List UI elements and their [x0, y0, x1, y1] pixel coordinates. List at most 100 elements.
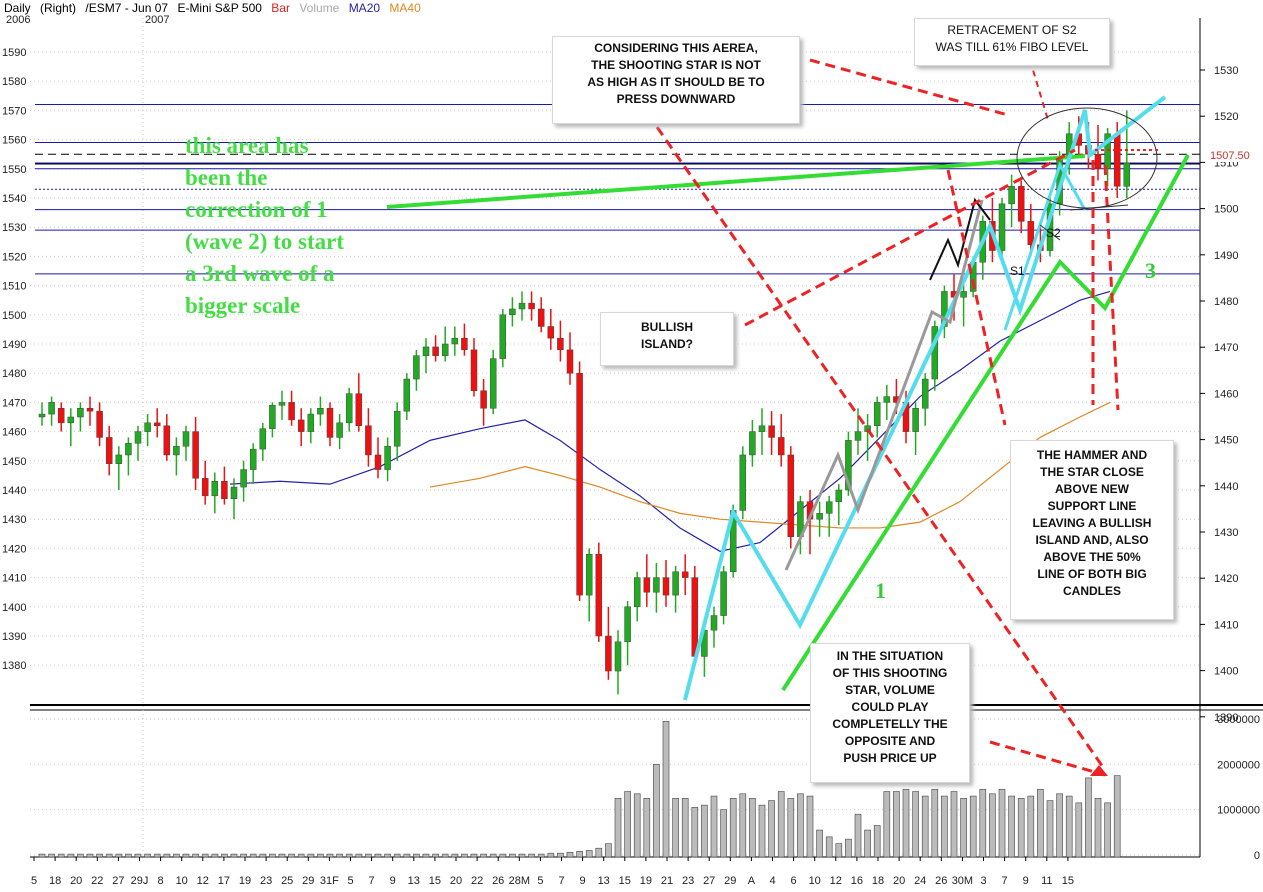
candle [48, 396, 55, 426]
candle [374, 437, 382, 479]
note-line: ABOVE THE 50% [1043, 550, 1141, 564]
candle-body [451, 337, 459, 345]
candle-body [403, 378, 411, 412]
s2-label: S2 [1046, 226, 1061, 240]
volume-bar [96, 853, 103, 858]
note-line: THE HAMMER AND [1036, 448, 1148, 462]
legend-bar: Bar [271, 1, 290, 15]
volume-bar [240, 853, 247, 858]
candle [537, 297, 545, 333]
candle-body [941, 291, 948, 327]
candle-body [211, 480, 219, 497]
ma40-line [429, 401, 1111, 529]
candle [653, 563, 660, 613]
candle-body [1027, 221, 1035, 245]
volume-bar [211, 853, 219, 858]
volume-note: IN THE SITUATION OF THIS SHOOTING STAR, … [810, 643, 970, 783]
volume-bar [883, 791, 891, 858]
right-tick-label: 1520 [1214, 111, 1238, 123]
candle [403, 373, 411, 420]
volume-bar [816, 829, 823, 858]
x-tick-label: 11 [1041, 875, 1052, 887]
volume-bar [470, 853, 478, 858]
candle [633, 571, 641, 622]
volume-bar [192, 853, 199, 858]
note-line: STAR, VOLUME [845, 683, 935, 697]
candle [1008, 174, 1015, 228]
volume-bar [1113, 775, 1121, 858]
volume-tick-label: 0 [1254, 850, 1260, 862]
horizontal-levels [35, 104, 1200, 275]
candle-body [374, 454, 382, 470]
candle-body [681, 571, 689, 578]
volume-bar [278, 853, 286, 858]
volume-bar [57, 853, 65, 858]
note-line: THE SHOOTING STAR IS NOT [591, 58, 761, 72]
volume-bar [86, 853, 94, 858]
volume-tick-label: 1000000 [1217, 805, 1260, 817]
left-tick-label: 1490 [2, 339, 26, 351]
candle-body [422, 346, 430, 356]
retracement-note: RETRACEMENT OF S2 WAS TILL 61% FIBO LEVE… [914, 18, 1110, 66]
volume-bar [307, 853, 315, 858]
candle-body [489, 358, 497, 409]
candle-body [624, 606, 631, 643]
x-tick-label: 5 [31, 875, 37, 887]
x-tick-label: 18 [872, 875, 884, 887]
candle [77, 402, 84, 432]
left-tick-label: 1570 [2, 105, 26, 117]
x-tick-label: 26 [935, 875, 947, 887]
candle [489, 349, 497, 415]
candle [422, 338, 430, 374]
volume-bar [249, 853, 257, 858]
note-line: LINE OF BOTH BIG [1037, 567, 1147, 581]
left-tick-label: 1540 [2, 193, 26, 205]
volume-bar [854, 813, 862, 858]
candle-body [192, 431, 199, 479]
x-tick-label: 31F [320, 875, 339, 887]
volume-bar [720, 809, 727, 858]
candle [240, 460, 247, 502]
x-tick-label: 30M [952, 875, 973, 887]
candle [384, 437, 391, 482]
note-line: ISLAND AND, ALSO [1035, 533, 1149, 547]
x-tick-label: 26 [492, 875, 504, 887]
candle-body [297, 419, 305, 432]
volume-bar [624, 791, 631, 858]
note-line: been the [185, 165, 268, 190]
candle-body [38, 413, 46, 418]
candle-body [480, 390, 487, 409]
volume-bar [355, 853, 363, 858]
candle-body [825, 501, 833, 514]
candle-body [509, 308, 516, 316]
volume-bar [461, 853, 468, 858]
volume-bars [38, 720, 1121, 858]
chart-header: Daily (Right) /ESM7 - Jun 07 E-Mini S&P … [4, 1, 427, 15]
note-line: BULLISH [641, 320, 693, 334]
candle-body [518, 302, 526, 310]
candle-body [134, 431, 142, 444]
volume-bar [153, 853, 161, 858]
left-tick-label: 1430 [2, 514, 26, 526]
candle-body [787, 454, 795, 537]
note-line: RETRACEMENT OF S2 [947, 23, 1077, 37]
candle-body [1008, 186, 1015, 205]
candle-body [144, 422, 151, 432]
candle [941, 285, 948, 339]
candle [336, 414, 343, 450]
candle-body [816, 513, 823, 520]
candle-body [259, 428, 267, 450]
candle [105, 425, 113, 476]
x-tick-label: 22 [91, 875, 103, 887]
note-line: (wave 2) to start [185, 229, 345, 254]
note-line: LEAVING A BULLISH [1032, 516, 1152, 530]
volume-bar [893, 791, 900, 858]
volume-bar [864, 829, 871, 858]
candle-body [643, 577, 651, 593]
candle [173, 437, 180, 476]
volume-bar [902, 788, 910, 858]
candle [201, 460, 209, 505]
candle [499, 308, 507, 368]
candle [230, 478, 238, 520]
volume-bar [969, 795, 977, 858]
